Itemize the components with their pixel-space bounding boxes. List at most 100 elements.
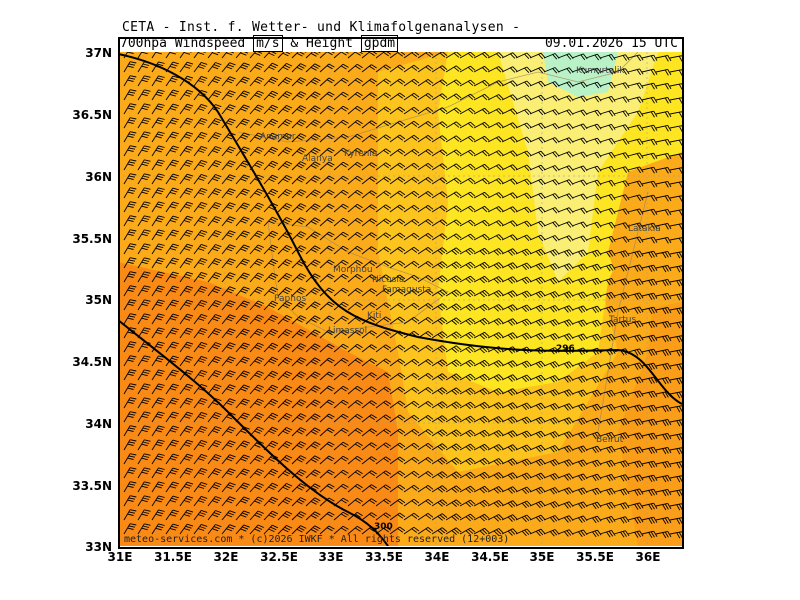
lat-label: 36.5N (72, 108, 112, 122)
wind-barb (235, 76, 250, 87)
wind-barb (487, 234, 504, 241)
wind-barb (515, 248, 532, 257)
wind-barb (249, 300, 264, 311)
wind-barb (361, 470, 377, 479)
wind-barb (459, 485, 476, 494)
wind-barb (403, 316, 420, 325)
wind-barb (277, 272, 293, 283)
wind-barb (179, 467, 194, 479)
wind-barb (305, 525, 321, 535)
wind-barb (179, 383, 194, 395)
wind-barb (305, 511, 321, 521)
wind-barb (151, 355, 165, 367)
wind-barb (655, 334, 672, 343)
wind-barb (669, 335, 682, 343)
wind-barb (585, 263, 602, 272)
wind-barb (641, 124, 658, 132)
wind-barb (669, 321, 682, 329)
wind-barb (403, 274, 420, 283)
city-label: Latakia (628, 224, 661, 234)
wind-barb (613, 488, 630, 496)
wind-barb (193, 215, 208, 227)
wind-barb (151, 52, 164, 59)
wind-barb (473, 345, 490, 354)
wind-barb (319, 273, 335, 283)
wind-barb (165, 425, 179, 437)
wind-barb (179, 159, 194, 171)
wind-barb (487, 472, 504, 480)
wind-barb (207, 412, 222, 423)
wind-barb (571, 459, 588, 467)
city-label: Paphos (274, 294, 307, 304)
wind-barb (417, 135, 434, 143)
city-label: Kumurtalik (576, 66, 625, 76)
wind-barb (529, 220, 546, 228)
wind-barb (249, 454, 264, 465)
lon-label: 31E (107, 550, 133, 564)
wind-barb (165, 89, 179, 101)
map-panel (118, 52, 682, 546)
wind-barb (417, 345, 434, 353)
wind-barb (221, 258, 236, 269)
wind-barb (123, 257, 137, 269)
wind-barb (599, 137, 616, 145)
wind-barb (431, 177, 448, 185)
wind-barb (501, 206, 518, 213)
wind-barb (445, 303, 462, 311)
wind-barb (305, 273, 321, 283)
wind-barb (613, 502, 630, 510)
wind-barb (179, 481, 194, 493)
wind-barb (627, 166, 644, 174)
wind-barb (333, 203, 349, 213)
wind-barb (515, 304, 532, 313)
wind-barb (501, 248, 518, 256)
wind-barb (333, 399, 349, 409)
wind-barb (221, 132, 236, 143)
wind-barb (277, 482, 293, 493)
wind-barb (249, 230, 264, 241)
wind-barb (445, 177, 462, 185)
contour-label-296: 296 (556, 344, 575, 354)
wind-barb (459, 429, 476, 438)
wind-barb (263, 300, 279, 311)
wind-barb (599, 179, 616, 187)
wind-barb (347, 357, 363, 367)
wind-map (118, 52, 682, 546)
wind-barb (137, 257, 151, 269)
lon-label: 35.5E (576, 550, 614, 564)
wind-barb (529, 402, 546, 411)
wind-barb (151, 313, 165, 325)
wind-barb (389, 442, 406, 451)
wind-barb (557, 417, 574, 425)
wind-barb (585, 375, 602, 384)
wind-barb (193, 271, 208, 283)
wind-barb (263, 510, 279, 521)
wind-barb (165, 131, 179, 143)
wind-barb (291, 119, 307, 129)
wind-barb (543, 501, 560, 509)
wind-barb (375, 386, 392, 395)
wind-barb (417, 485, 434, 493)
wind-barb (193, 229, 208, 241)
wind-barb (515, 444, 532, 453)
wind-barb (459, 443, 476, 452)
wind-barb (599, 473, 616, 482)
wind-barb (137, 117, 151, 129)
wind-barb (459, 135, 476, 143)
wind-barb (249, 202, 264, 213)
wind-barb (277, 174, 293, 185)
wind-barb (669, 125, 682, 132)
wind-barb (613, 194, 630, 201)
wind-barb (291, 357, 307, 367)
wind-barb (221, 454, 236, 465)
wind-barb (515, 374, 532, 383)
wind-barb (431, 191, 448, 199)
wind-barb (361, 400, 377, 409)
wind-barb (277, 328, 293, 339)
wind-barb (655, 208, 672, 216)
wind-barb (571, 501, 588, 509)
wind-barb (403, 302, 420, 311)
wind-barb (571, 389, 588, 397)
wind-barb (277, 300, 293, 311)
wind-barb (641, 110, 658, 118)
